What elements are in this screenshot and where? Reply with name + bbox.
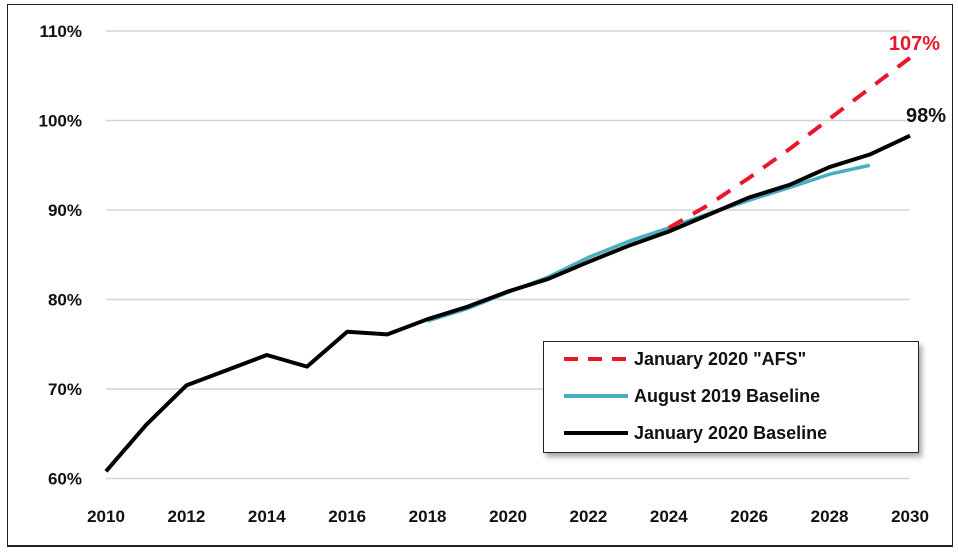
annotation-98: 98% [906,105,946,127]
legend-label-afs: January 2020 "AFS" [634,348,807,369]
legend-label-aug2019: August 2019 Baseline [634,385,821,406]
legend-swatch-aug2019 [564,385,628,407]
x-tick-label: 2028 [811,507,849,526]
y-tick-label: 70% [48,380,82,399]
x-tick-label: 2016 [328,507,366,526]
legend-swatch-jan2020 [564,422,628,444]
x-tick-label: 2014 [248,507,286,526]
legend-item-jan2020: January 2020 Baseline [544,418,827,448]
x-tick-label: 2018 [409,507,447,526]
y-tick-label: 110% [39,22,82,41]
legend: January 2020 "AFS" August 2019 Baseline … [543,341,919,453]
y-tick-label: 100% [39,112,82,131]
series-line-jan2020 [104,133,911,473]
legend-item-afs: January 2020 "AFS" [544,344,806,374]
x-tick-label: 2026 [730,507,768,526]
y-tick-label: 90% [48,201,82,220]
x-tick-label: 2022 [569,507,607,526]
y-tick-label: 60% [48,470,82,489]
x-tick-label: 2030 [891,507,929,526]
x-tick-label: 2020 [489,507,527,526]
series-line-afs [667,56,912,230]
legend-swatch-afs [564,348,628,370]
legend-label-jan2020: January 2020 Baseline [634,422,828,443]
y-tick-label: 80% [48,291,82,310]
x-tick-label: 2012 [167,507,205,526]
chart-frame [7,4,953,547]
annotation-107: 107% [889,33,940,55]
legend-item-aug2019: August 2019 Baseline [544,381,820,411]
x-tick-label: 2024 [650,507,688,526]
x-tick-label: 2010 [87,507,125,526]
